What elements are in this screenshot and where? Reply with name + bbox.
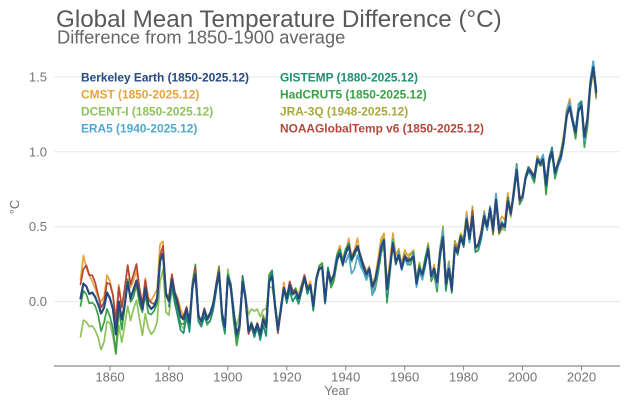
- svg-text:1920: 1920: [272, 370, 301, 385]
- svg-text:HadCRUT5 (1850-2025.12): HadCRUT5 (1850-2025.12): [280, 88, 427, 102]
- svg-text:1.0: 1.0: [29, 144, 47, 159]
- svg-text:Year: Year: [324, 384, 349, 398]
- svg-text:1960: 1960: [390, 370, 419, 385]
- svg-text:Berkeley Earth (1850-2025.12): Berkeley Earth (1850-2025.12): [81, 71, 249, 85]
- svg-text:CMST (1850-2025.12): CMST (1850-2025.12): [81, 88, 199, 102]
- svg-text:2000: 2000: [508, 370, 537, 385]
- svg-text:JRA-3Q (1948-2025.12): JRA-3Q (1948-2025.12): [280, 105, 408, 119]
- svg-text:0.5: 0.5: [29, 219, 47, 234]
- svg-text:1.5: 1.5: [29, 70, 47, 85]
- svg-text:0.0: 0.0: [29, 294, 47, 309]
- svg-text:1900: 1900: [213, 370, 242, 385]
- svg-text:DCENT-I (1850-2025.12): DCENT-I (1850-2025.12): [81, 105, 213, 119]
- svg-text:GISTEMP (1880-2025.12): GISTEMP (1880-2025.12): [280, 71, 418, 85]
- svg-text:1940: 1940: [331, 370, 360, 385]
- svg-text:1860: 1860: [95, 370, 124, 385]
- svg-text:Difference from 1850-1900 aver: Difference from 1850-1900 average: [57, 27, 345, 48]
- svg-text:°C: °C: [7, 200, 22, 215]
- svg-text:Global Mean Temperature Differ: Global Mean Temperature Difference (°C): [56, 6, 502, 33]
- svg-text:ERA5 (1940-2025.12): ERA5 (1940-2025.12): [81, 122, 197, 136]
- svg-text:2020: 2020: [567, 370, 596, 385]
- svg-text:NOAAGlobalTemp v6 (1850-2025.1: NOAAGlobalTemp v6 (1850-2025.12): [280, 122, 484, 136]
- svg-text:1880: 1880: [154, 370, 183, 385]
- svg-text:1980: 1980: [449, 370, 478, 385]
